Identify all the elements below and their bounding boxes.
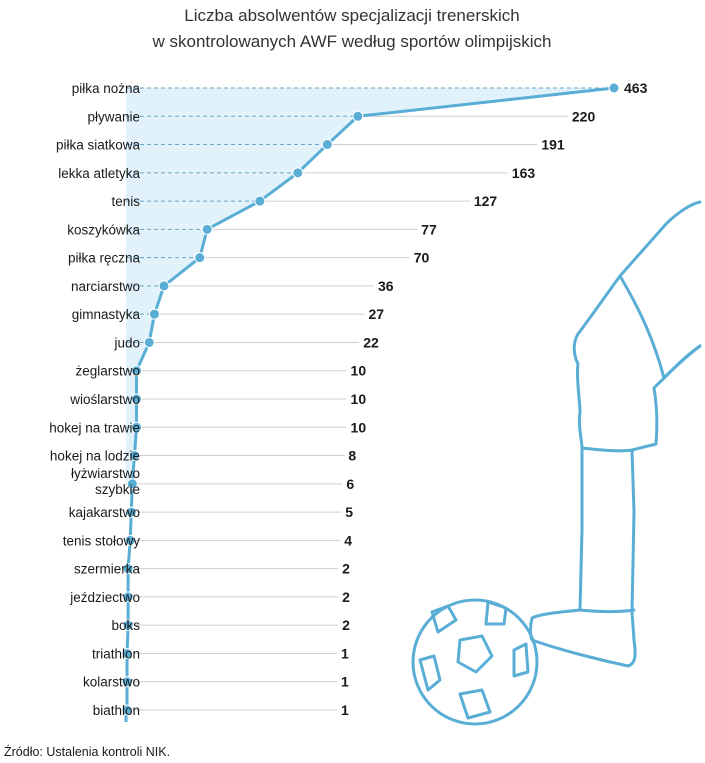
data-point [122, 619, 134, 631]
category-label: koszykówka [67, 222, 140, 237]
value-label: 1 [341, 645, 349, 661]
value-label: 10 [351, 363, 367, 379]
data-point [352, 110, 364, 122]
value-label: 10 [351, 391, 367, 407]
data-point [124, 534, 136, 546]
category-label: piłka siatkowa [56, 138, 141, 153]
category-label: boks [111, 618, 140, 633]
category-label: lekka atletyka [58, 166, 140, 181]
category-label: gimnastyka [72, 307, 141, 322]
value-label: 70 [414, 250, 430, 266]
value-label: 220 [572, 108, 596, 124]
category-label: żeglarstwo [75, 364, 140, 379]
data-point [121, 647, 133, 659]
category-label: wioślarstwo [69, 392, 140, 407]
category-label: kolarstwo [83, 675, 140, 690]
data-point [128, 450, 140, 462]
value-label: 36 [378, 278, 394, 294]
data-point [158, 280, 170, 292]
category-label: szermierka [74, 562, 141, 577]
data-point [122, 563, 134, 575]
category-label: łyżwiarstwo [71, 466, 140, 481]
category-label: piłka ręczna [68, 251, 141, 266]
data-point [254, 195, 266, 207]
chart-title-line: w skontrolowanych AWF według sportów oli… [151, 32, 551, 51]
category-label: tenis stołowy [63, 533, 141, 548]
category-label: biathlon [93, 703, 140, 718]
category-label: piłka nożna [72, 81, 141, 96]
value-label: 77 [421, 221, 437, 237]
category-label: hokej na trawie [49, 420, 140, 435]
value-label: 2 [342, 561, 350, 577]
data-point [131, 393, 143, 405]
category-label: triathlon [92, 646, 140, 661]
area-fill [126, 88, 614, 484]
category-label: hokej na lodzie [50, 449, 140, 464]
value-label: 4 [344, 532, 352, 548]
value-label: 27 [368, 306, 384, 322]
data-point [292, 167, 304, 179]
value-label: 2 [342, 617, 350, 633]
value-label: 1 [341, 702, 349, 718]
data-point [608, 82, 620, 94]
value-label: 191 [541, 137, 565, 153]
data-point [121, 704, 133, 716]
data-point [125, 506, 137, 518]
category-label: tenis [111, 194, 140, 209]
value-label: 5 [345, 504, 353, 520]
category-label: szybkie [95, 482, 140, 497]
source-note: Źródło: Ustalenia kontroli NIK. [4, 744, 170, 759]
data-point [143, 336, 155, 348]
data-point [122, 591, 134, 603]
data-point [121, 676, 133, 688]
data-point [131, 421, 143, 433]
data-point [321, 139, 333, 151]
value-label: 8 [348, 448, 356, 464]
category-label: jeździectwo [69, 590, 140, 605]
data-point [148, 308, 160, 320]
value-label: 2 [342, 589, 350, 605]
category-label: kajakarstwo [69, 505, 140, 520]
data-point [201, 223, 213, 235]
value-label: 10 [351, 419, 367, 435]
value-label: 6 [346, 476, 354, 492]
data-point [131, 365, 143, 377]
category-label: pływanie [87, 109, 140, 124]
category-label: narciarstwo [71, 279, 140, 294]
value-label: 127 [474, 193, 498, 209]
value-label: 22 [363, 334, 379, 350]
football-player-icon [411, 200, 702, 726]
data-point [126, 478, 138, 490]
value-label: 1 [341, 674, 349, 690]
data-point [194, 252, 206, 264]
value-label: 463 [624, 80, 648, 96]
category-label: judo [113, 335, 140, 350]
chart-title-line: Liczba absolwentów specjalizacji treners… [184, 6, 519, 25]
value-label: 163 [512, 165, 536, 181]
